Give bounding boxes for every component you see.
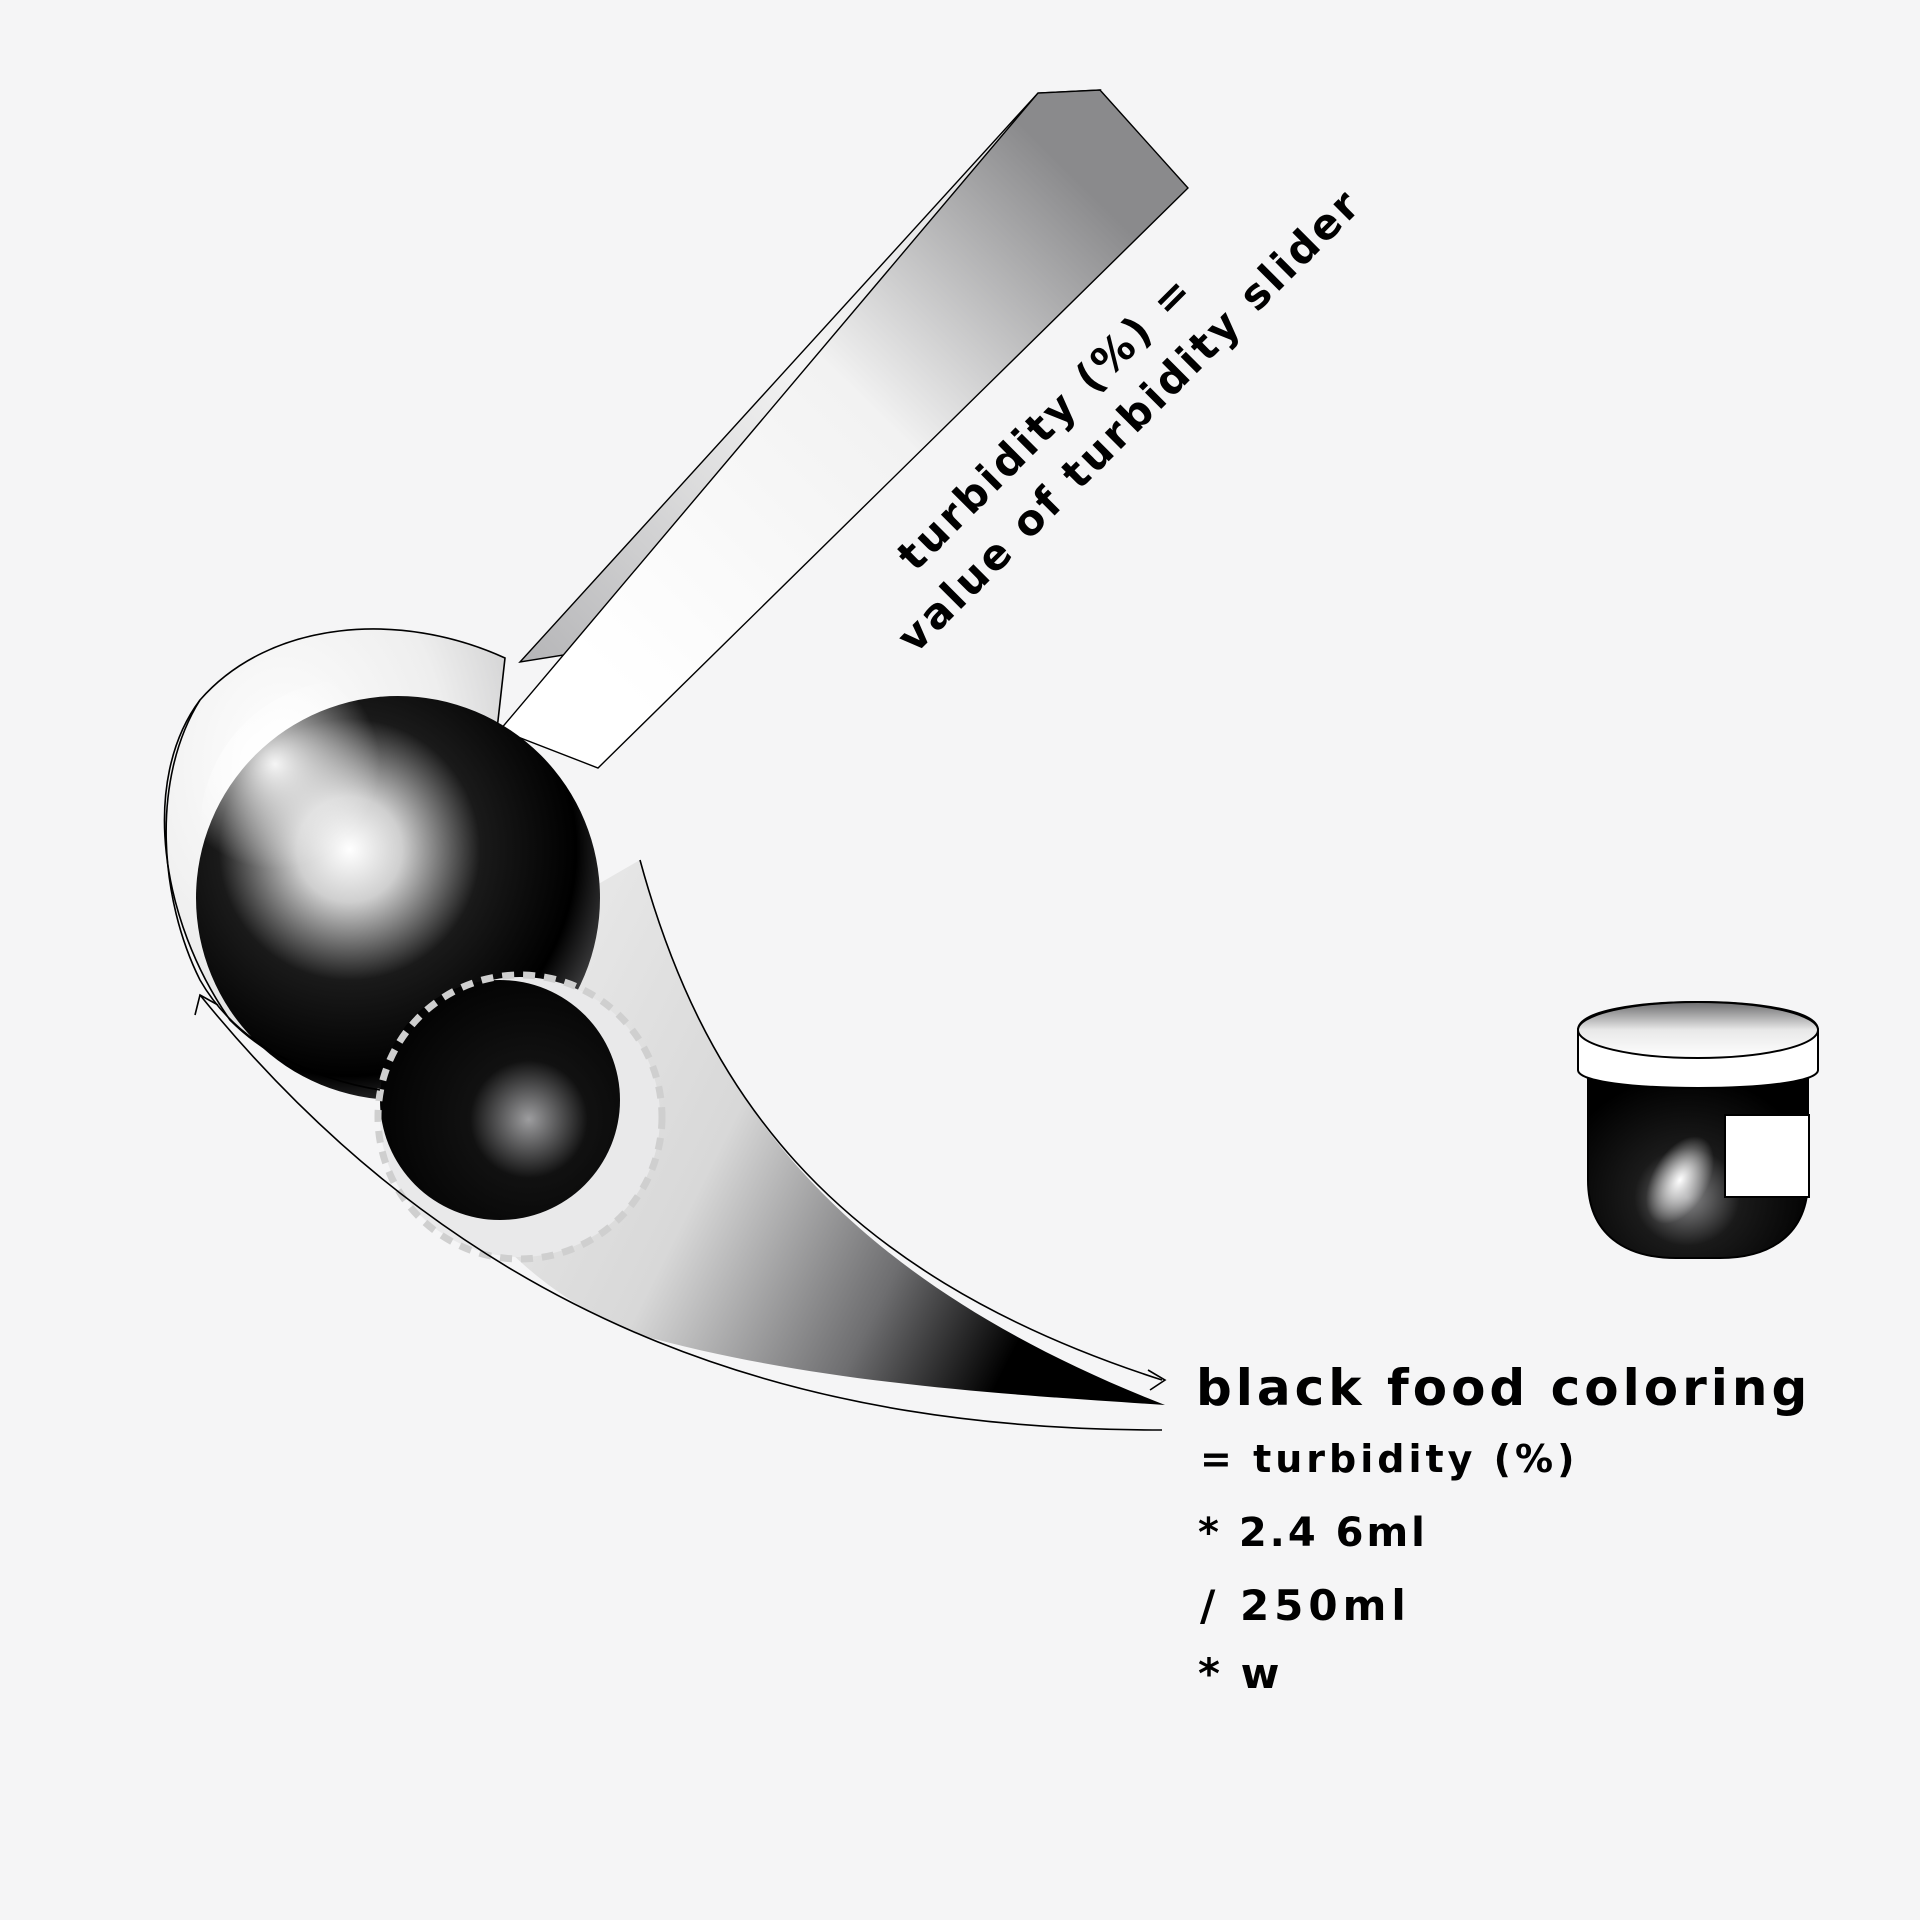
jar-icon bbox=[1577, 1000, 1819, 1259]
flow-arrow-inner-head bbox=[1147, 1369, 1167, 1391]
formula-line3: * 2.4 6ml bbox=[1198, 1510, 1428, 1556]
formula-line1: black food coloring bbox=[1196, 1359, 1811, 1417]
jar-shine bbox=[1645, 1136, 1715, 1224]
small-sphere bbox=[380, 980, 620, 1220]
formula-line4: / 250ml bbox=[1200, 1581, 1411, 1630]
spoon-handle-face bbox=[498, 89, 1189, 769]
formula: black food coloring = turbidity (%) * 2.… bbox=[1196, 1359, 1811, 1698]
flow-arrows bbox=[165, 699, 1167, 1431]
jar-label bbox=[1724, 1114, 1810, 1198]
formula-line5: * w bbox=[1198, 1649, 1282, 1698]
spoon-bowl-outline bbox=[165, 699, 381, 1091]
spoon-icon bbox=[163, 89, 1189, 1405]
large-sphere-shine bbox=[200, 680, 500, 980]
small-sphere-dashed-ring bbox=[374, 971, 666, 1263]
flow-arrow-outer-head bbox=[194, 993, 219, 1016]
formula-line2: = turbidity (%) bbox=[1200, 1437, 1578, 1481]
jar-lid-top bbox=[1577, 1001, 1819, 1059]
flow-arrow-inner bbox=[639, 859, 1163, 1381]
flow-arrow-outer bbox=[199, 994, 1163, 1431]
